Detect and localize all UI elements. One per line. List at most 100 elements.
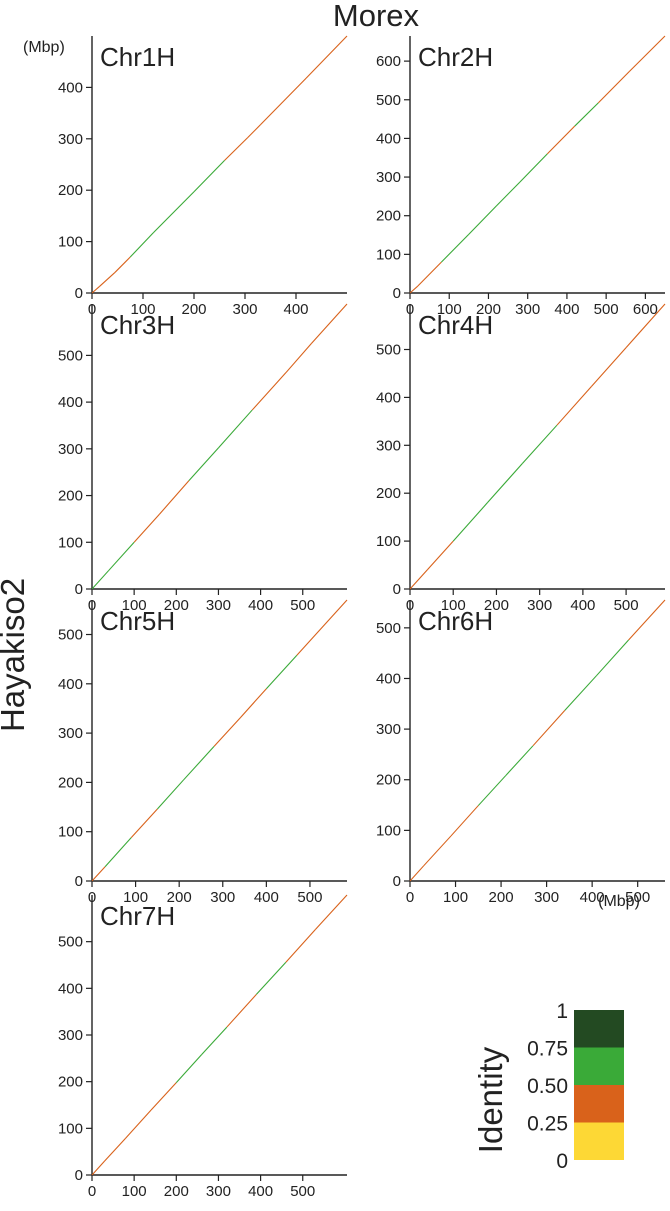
y-axis-title: Hayakiso2 <box>0 578 31 732</box>
alignment-segment <box>521 424 558 464</box>
y-tick-label: 100 <box>376 822 401 839</box>
alignment-segment <box>628 599 666 641</box>
alignment-segment <box>213 717 241 747</box>
x-tick-label: 100 <box>123 889 148 906</box>
y-tick-label: 500 <box>58 627 83 644</box>
alignment-segment <box>226 994 257 1028</box>
alignment-segment <box>218 409 253 449</box>
legend-swatch <box>574 1010 624 1048</box>
alignment-segment <box>247 124 261 139</box>
alignment-segment <box>255 961 287 995</box>
alignment-segment <box>314 894 348 930</box>
x-tick-label: 100 <box>122 597 147 614</box>
alignment-segment <box>409 285 419 294</box>
x-tick-label: 300 <box>534 889 559 906</box>
x-tick-label: 200 <box>181 301 206 318</box>
alignment-segment <box>519 153 548 183</box>
y-tick-label: 100 <box>58 234 83 251</box>
alignment-segment <box>285 343 312 374</box>
alignment-segment <box>296 599 348 656</box>
panel-chr2h: Chr2H01002003004005006000100200300400500… <box>376 35 666 318</box>
alignment-segment <box>251 372 287 411</box>
x-tick-label: 100 <box>130 301 155 318</box>
alignment-segment <box>546 125 576 155</box>
legend-tick-label: 0.50 <box>527 1075 568 1098</box>
y-tick-label: 200 <box>376 208 401 225</box>
alignment-segment <box>193 160 225 193</box>
panel-chr3h: Chr3H01002003004005000100200300400500 <box>58 303 348 614</box>
panel-title: Chr3H <box>100 310 175 340</box>
y-tick-label: 200 <box>376 772 401 789</box>
y-tick-label: 400 <box>58 676 83 693</box>
alignment-segment <box>574 102 599 127</box>
alignment-segment <box>477 775 507 806</box>
legend-swatch <box>574 1085 624 1123</box>
alignment-segment <box>125 1109 152 1139</box>
y-tick-label: 100 <box>58 1120 83 1137</box>
x-tick-label: 400 <box>570 597 595 614</box>
x-tick-label: 200 <box>484 597 509 614</box>
alignment-segment <box>183 746 215 781</box>
y-tick-label: 400 <box>376 130 401 147</box>
panel-chr1h: Chr1H01002003004000100200300400 <box>58 35 348 318</box>
alignment-segment <box>596 639 629 676</box>
x-tick-label: 300 <box>232 301 257 318</box>
y-tick-label: 500 <box>376 620 401 637</box>
x-tick-label: 300 <box>206 597 231 614</box>
legend-tick-label: 0.25 <box>527 1113 568 1136</box>
x-tick-label: 100 <box>437 301 462 318</box>
y-tick-label: 0 <box>75 1167 83 1184</box>
x-tick-label: 500 <box>290 1183 315 1200</box>
legend-swatch <box>574 1047 624 1085</box>
legend-tick-label: 1 <box>556 1000 568 1023</box>
y-tick-label: 0 <box>75 581 83 598</box>
panel-title: Chr7H <box>100 901 175 931</box>
legend-title: Identity <box>472 1046 509 1153</box>
y-tick-label: 300 <box>376 437 401 454</box>
alignment-segment <box>440 233 470 263</box>
x-tick-label: 500 <box>614 597 639 614</box>
panel-chr6h: Chr6H 0 100 200 300 400 500 0 100 200 300 400 500 <box>376 599 666 906</box>
x-tick-label: 500 <box>594 301 619 318</box>
panel-title: Chr4H <box>418 310 493 340</box>
y-tick-label: 100 <box>376 246 401 263</box>
y-tick-label: 300 <box>58 441 83 458</box>
x-tick-label: 500 <box>290 597 315 614</box>
x-tick-label: 200 <box>164 597 189 614</box>
alignment-segment <box>114 256 131 273</box>
alignment-segment <box>417 261 442 287</box>
panel-chr4h: Chr4H01002003004005000100200300400500 <box>376 303 666 614</box>
panel-title: Chr6H <box>418 606 493 636</box>
y-tick-label: 200 <box>376 485 401 502</box>
alignment-segment <box>150 1082 177 1111</box>
x-tick-label: 500 <box>297 889 322 906</box>
x-tick-label: 0 <box>88 1183 96 1200</box>
figure-title: Morex <box>333 0 420 33</box>
y-tick-label: 400 <box>376 389 401 406</box>
x-tick-label: 300 <box>206 1183 231 1200</box>
x-tick-label: 300 <box>515 301 540 318</box>
alignment-segment <box>426 540 454 571</box>
y-tick-label: 100 <box>376 533 401 550</box>
y-tick-label: 0 <box>393 581 401 598</box>
alignment-segment <box>130 808 158 838</box>
alignment-segment <box>423 835 452 867</box>
alignment-segment <box>505 745 534 777</box>
alignment-segment <box>91 285 101 294</box>
y-tick-label: 100 <box>58 534 83 551</box>
alignment-segment <box>409 865 425 882</box>
x-tick-label: 400 <box>248 1183 273 1200</box>
legend-tick-label: 0.75 <box>527 1038 568 1061</box>
y-tick-label: 500 <box>376 92 401 109</box>
y-tick-label: 200 <box>58 488 83 505</box>
x-tick-label: 200 <box>476 301 501 318</box>
x-tick-label: 400 <box>254 889 279 906</box>
y-tick-label: 300 <box>58 1027 83 1044</box>
alignment-segment <box>104 837 132 868</box>
alignment-segment <box>239 688 267 719</box>
alignment-segment <box>91 866 106 882</box>
y-tick-label: 600 <box>376 53 401 70</box>
alignment-segment <box>152 191 195 234</box>
alignment-segment <box>188 447 219 481</box>
